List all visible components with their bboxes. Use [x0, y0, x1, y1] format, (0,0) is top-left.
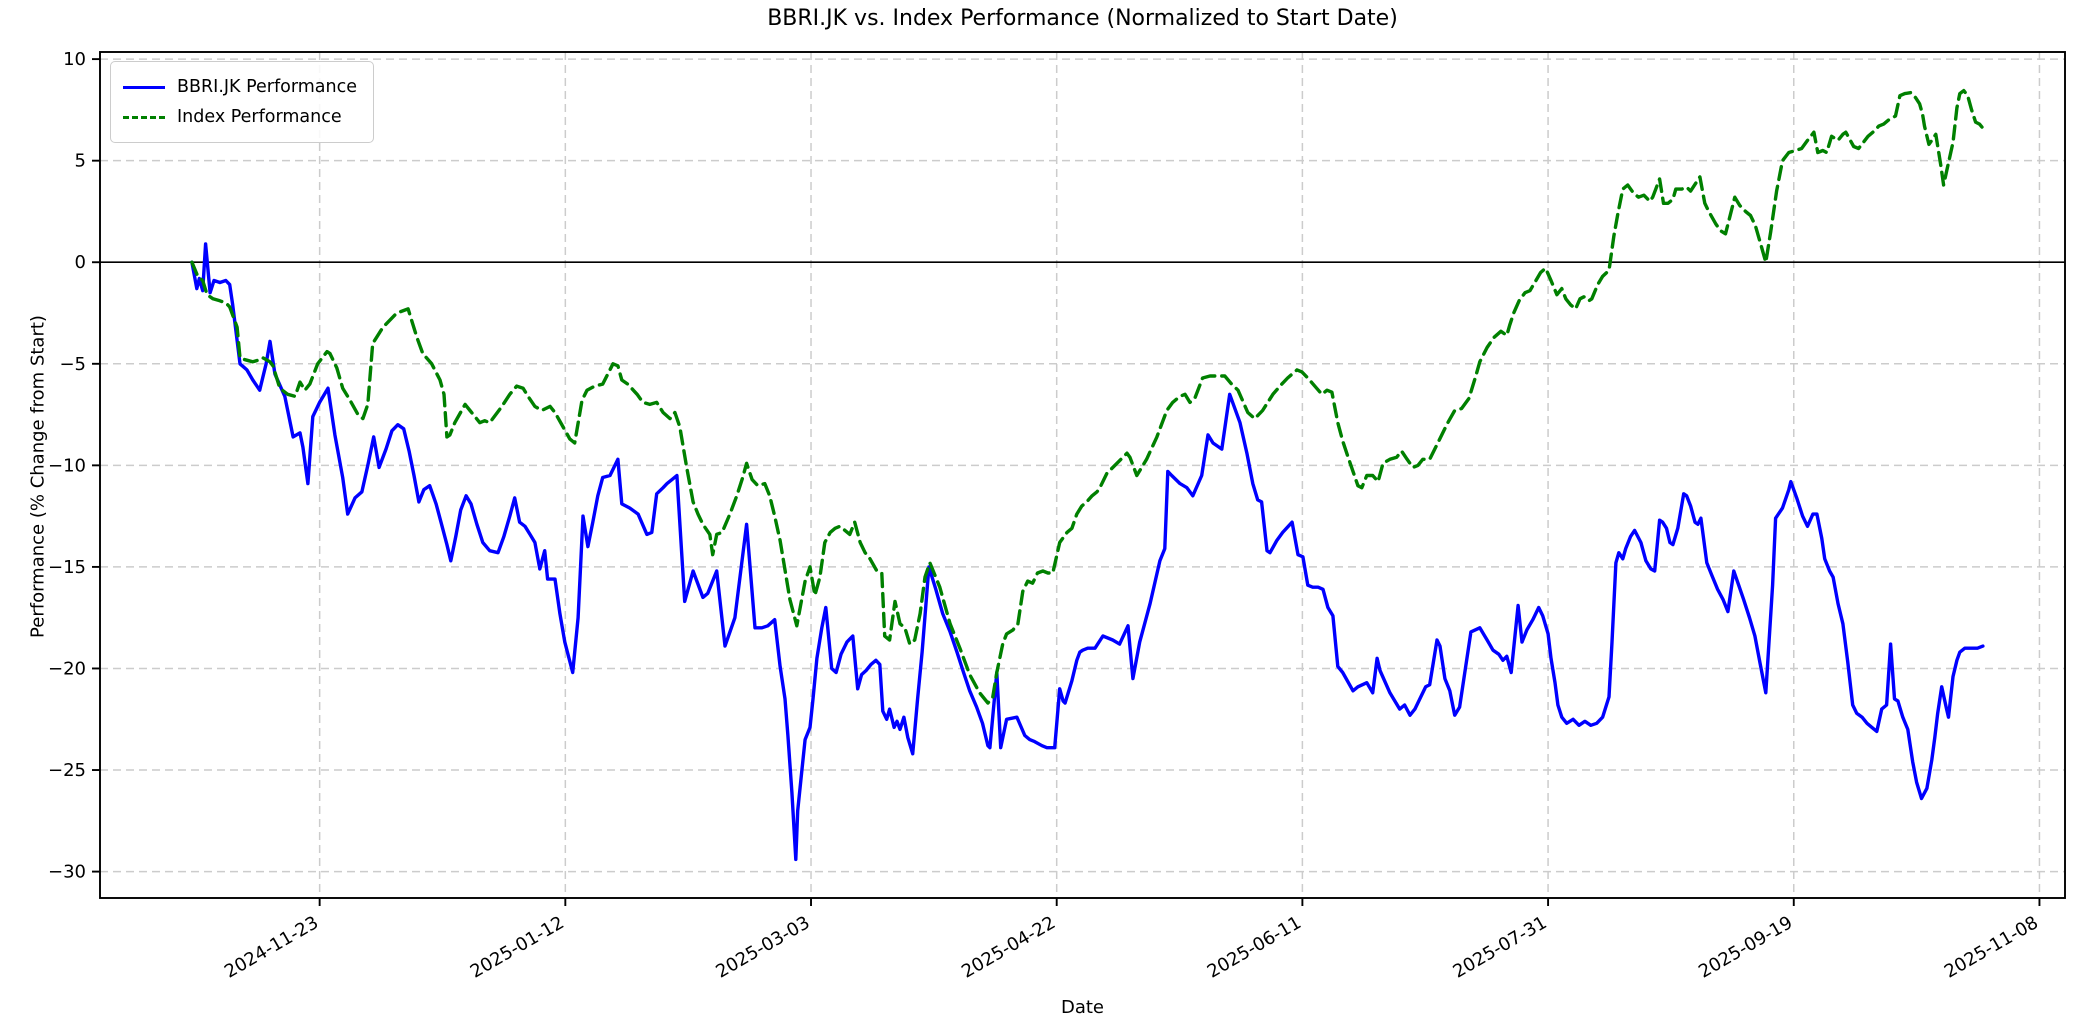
x-tick-label: 2024-11-23 — [221, 912, 322, 982]
legend-entry-bbri: BBRI.JK Performance — [123, 72, 357, 102]
x-tick-label: 2025-09-19 — [1695, 912, 1796, 982]
x-axis-label: Date — [1060, 997, 1105, 1018]
y-tick-label: −5 — [59, 354, 86, 375]
x-tick-label: 2025-07-31 — [1449, 912, 1550, 982]
y-tick-label: −30 — [48, 862, 86, 883]
series-line-0 — [190, 242, 1985, 862]
legend-label-bbri: BBRI.JK Performance — [177, 77, 357, 97]
y-axis-label: Performance (% Change from Start) — [27, 315, 49, 638]
x-tick-label: 2025-03-03 — [712, 912, 813, 982]
legend-entry-index: Index Performance — [123, 102, 357, 132]
legend-label-index: Index Performance — [177, 107, 342, 127]
series-line-1 — [190, 88, 1985, 705]
legend: BBRI.JK Performance Index Performance — [110, 61, 374, 143]
legend-line-sample-solid — [123, 85, 165, 89]
x-tick-label: 2025-04-22 — [958, 912, 1059, 982]
y-tick-label: −15 — [48, 557, 86, 578]
y-tick-label: 10 — [63, 49, 86, 70]
x-tick-label: 2025-06-11 — [1204, 912, 1305, 982]
x-tick-label: 2025-11-08 — [1941, 912, 2042, 982]
y-tick-label: −10 — [48, 455, 86, 476]
legend-line-sample-dashed — [123, 115, 165, 119]
x-tick-label: 2025-01-12 — [467, 912, 568, 982]
y-tick-label: −25 — [48, 760, 86, 781]
y-tick-label: 0 — [75, 252, 86, 273]
plot-border — [99, 51, 2066, 899]
y-tick-label: 5 — [75, 151, 86, 172]
chart-title: BBRI.JK vs. Index Performance (Normalize… — [767, 6, 1398, 31]
y-tick-label: −20 — [48, 658, 86, 679]
